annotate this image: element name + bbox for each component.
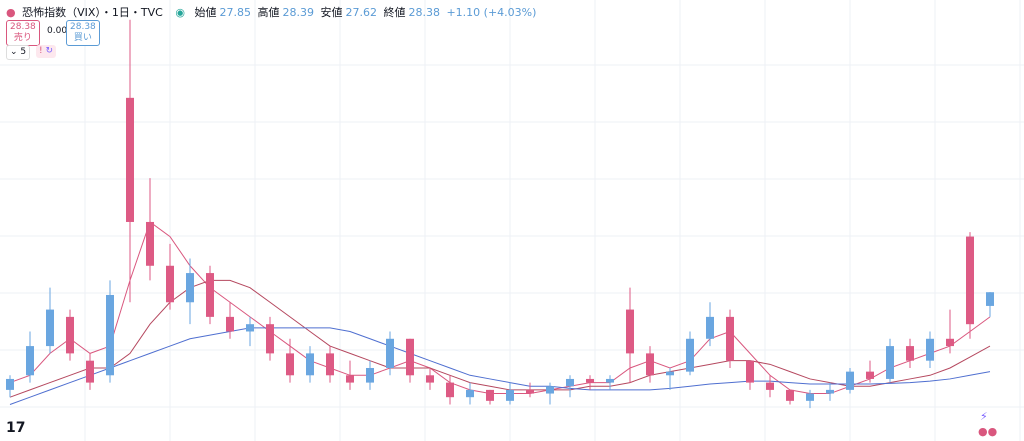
candle-body (126, 97, 134, 222)
candle-body (946, 338, 954, 347)
close-label: 終値 (383, 6, 406, 19)
candle-body (526, 389, 534, 394)
buy-label: 買い (73, 33, 92, 43)
candle-body (706, 316, 714, 339)
candle-body (106, 294, 114, 376)
candle-body (806, 393, 814, 401)
candle-body (566, 378, 574, 387)
candle-body (666, 371, 674, 376)
candle-body (146, 221, 154, 266)
candle-body (966, 236, 974, 325)
change: +1.10 (+4.03%) (446, 6, 537, 19)
low: 27.62 (345, 6, 377, 19)
sell-label: 売り (13, 33, 32, 43)
candle-body (686, 338, 694, 372)
candle-body (726, 316, 734, 361)
close: 28.38 (408, 6, 440, 19)
indicators-toggle[interactable]: ⌄ 5 (6, 45, 31, 60)
candle-body (586, 378, 594, 383)
sell-button[interactable]: 28.38 売り (6, 20, 40, 46)
candle-body (306, 353, 314, 376)
candle-body (746, 360, 754, 383)
candle-body (986, 292, 994, 306)
buy-button[interactable]: 28.38 買い (66, 20, 100, 46)
candle-body (486, 389, 494, 401)
moving-average (9, 327, 991, 405)
candle-body (426, 375, 434, 383)
title: 恐怖指数（VIX）・1日・TVC (22, 6, 163, 19)
candle-body (26, 346, 34, 376)
candle-body (826, 389, 834, 394)
status-dot: ◉ (175, 6, 185, 19)
open-label: 始値 (194, 6, 217, 19)
candle-body (646, 353, 654, 376)
logo[interactable]: 17 (6, 420, 26, 436)
spread: 0.00 (44, 25, 71, 38)
low-label: 安値 (320, 6, 343, 19)
candle-body (46, 309, 54, 347)
candle-body (66, 316, 74, 354)
buy-price: 28.38 (70, 22, 96, 32)
moving-average (9, 279, 991, 398)
high-label: 高値 (257, 6, 280, 19)
candle-body (386, 338, 394, 368)
candle-body (286, 353, 294, 376)
alert-icon[interactable]: ! ↻ (36, 45, 57, 58)
candle-body (186, 273, 194, 303)
candle-body (506, 389, 514, 401)
candle-body (786, 389, 794, 401)
candle-body (606, 378, 614, 383)
candle-body (846, 371, 854, 390)
moving-average (9, 221, 991, 395)
candle-body (766, 382, 774, 390)
indicators-count: 5 (20, 47, 27, 57)
candle-body (366, 367, 374, 383)
candle-body (266, 324, 274, 354)
candle-body (626, 309, 634, 354)
candle-body (926, 338, 934, 361)
candle-body (446, 382, 454, 398)
candle-body (86, 360, 94, 383)
candle-body (866, 371, 874, 379)
candle-body (6, 378, 14, 390)
candle-body (226, 316, 234, 332)
candle-body (906, 346, 914, 361)
candle-body (166, 265, 174, 303)
candle-body (346, 375, 354, 383)
flag-icon: ● (6, 6, 16, 19)
candle-body (406, 338, 414, 376)
flag-icons[interactable]: ●● (978, 425, 998, 438)
candle-body (206, 273, 214, 317)
candle-body (326, 353, 334, 376)
candle-body (546, 386, 554, 394)
event-icon[interactable]: ⚡ (980, 410, 988, 423)
candle-body (886, 346, 894, 379)
open: 27.85 (219, 6, 251, 19)
header: ● 恐怖指数（VIX）・1日・TVC ◉ 始値 27.85 高値 28.39 安値 2… (6, 4, 539, 20)
high: 28.39 (282, 6, 314, 19)
sell-price: 28.38 (10, 22, 36, 32)
candle-body (246, 324, 254, 332)
candle-body (466, 389, 474, 398)
